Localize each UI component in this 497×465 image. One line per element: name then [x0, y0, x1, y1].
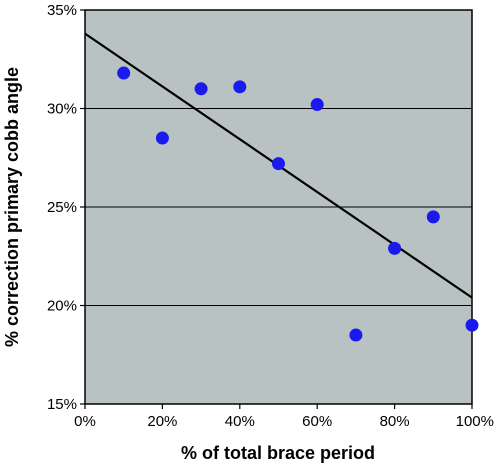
data-points — [117, 66, 479, 342]
x-tick-label: 80% — [380, 413, 410, 430]
data-point — [465, 318, 479, 332]
data-point — [272, 157, 285, 171]
y-axis-ticks: 15% 20% 25% 30% 35% — [47, 2, 85, 413]
x-tick-label: 100% — [456, 413, 494, 430]
y-tick-label: 30% — [47, 101, 77, 118]
data-point — [233, 80, 247, 94]
gridlines — [85, 108, 472, 306]
y-axis-title: % correction primary cobb angle — [2, 67, 22, 347]
x-axis-title: % of total brace period — [181, 443, 375, 463]
data-point — [426, 210, 440, 224]
x-tick-label: 20% — [147, 413, 177, 430]
x-axis-ticks: 0% 20% 40% 60% 80% 100% — [74, 404, 494, 430]
data-point — [155, 131, 169, 145]
y-tick-label: 25% — [47, 199, 77, 216]
data-point — [349, 328, 363, 342]
data-point — [310, 98, 324, 112]
x-tick-label: 60% — [302, 413, 332, 430]
x-tick-label: 40% — [225, 413, 255, 430]
y-tick-label: 15% — [47, 396, 77, 413]
data-point — [117, 66, 131, 80]
y-tick-label: 20% — [47, 298, 77, 315]
x-tick-label: 0% — [74, 413, 96, 430]
data-point — [388, 241, 402, 255]
y-tick-label: 35% — [47, 2, 77, 19]
data-point — [194, 82, 208, 96]
